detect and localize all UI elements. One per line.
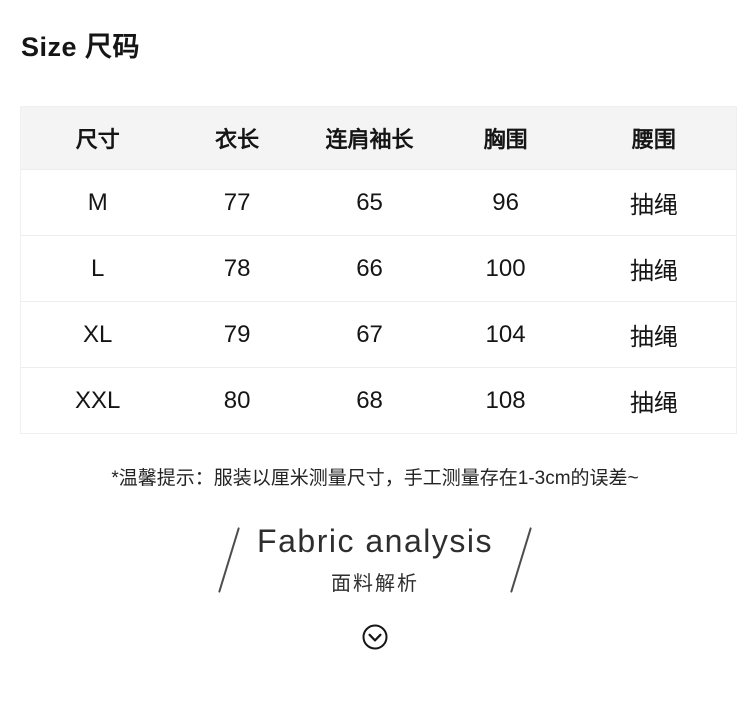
size-table-cell: 100 <box>485 254 526 282</box>
measurement-tip: *温馨提示：服装以厘米测量尺寸，手工测量存在1-3cm的误差~ <box>111 468 639 489</box>
size-table-header-row: 尺寸 衣长 连肩袖长 胸围 腰围 <box>20 106 737 170</box>
size-section-title: Size 尺码 <box>21 32 141 62</box>
column-header: 衣长 <box>215 127 260 152</box>
size-table-cell: XL <box>83 320 113 348</box>
size-table-cell: XXL <box>75 386 121 414</box>
column-header: 胸围 <box>483 127 528 152</box>
chevron-down-circle-icon[interactable] <box>360 622 390 652</box>
size-table-cell: M <box>87 188 108 216</box>
column-header: 尺寸 <box>75 127 120 152</box>
slash-decoration-right-icon <box>510 526 532 593</box>
size-table-row: XXL 80 68 108 抽绳 <box>20 367 737 434</box>
size-table-row: M 77 65 96 抽绳 <box>20 169 737 236</box>
size-table-row: L 78 66 100 抽绳 <box>20 235 737 302</box>
size-table-cell: 79 <box>223 320 251 348</box>
size-chart-table: 尺寸 衣长 连肩袖长 胸围 腰围 M 77 65 96 抽绳 L 78 66 100 抽绳 XL 79 67 10… <box>20 106 737 434</box>
size-table-cell: 抽绳 <box>629 324 678 351</box>
size-table-cell: 抽绳 <box>629 258 678 285</box>
size-table-cell: 108 <box>485 386 526 414</box>
size-table-cell: 96 <box>492 188 519 216</box>
fabric-section-title-en: Fabric analysis <box>257 523 493 559</box>
size-table-cell: 104 <box>485 320 526 348</box>
fabric-section-title-zh: 面料解析 <box>331 573 419 595</box>
expand-row <box>0 622 750 652</box>
size-table-cell: 77 <box>223 188 251 216</box>
fabric-analysis-header: Fabric analysis 面料解析 <box>0 523 750 596</box>
size-table-row: XL 79 67 104 抽绳 <box>20 301 737 368</box>
slash-decoration-left-icon <box>218 526 240 593</box>
size-table-cell: 78 <box>223 254 251 282</box>
size-table-cell: 67 <box>356 320 383 348</box>
size-table-cell: 抽绳 <box>629 390 678 417</box>
size-table-cell: 抽绳 <box>629 192 678 219</box>
column-header: 腰围 <box>631 127 676 152</box>
size-table-cell: 65 <box>356 188 383 216</box>
size-table-cell: L <box>91 254 105 282</box>
product-detail-section: Size 尺码 尺寸 衣长 连肩袖长 胸围 腰围 M 77 65 96 抽绳 L 78 66 100 抽绳… <box>0 25 750 652</box>
size-table-cell: 80 <box>223 386 251 414</box>
fabric-analysis-titles: Fabric analysis 面料解析 <box>257 523 493 596</box>
size-table-cell: 66 <box>356 254 383 282</box>
size-table-cell: 68 <box>356 386 383 414</box>
column-header: 连肩袖长 <box>325 127 414 152</box>
